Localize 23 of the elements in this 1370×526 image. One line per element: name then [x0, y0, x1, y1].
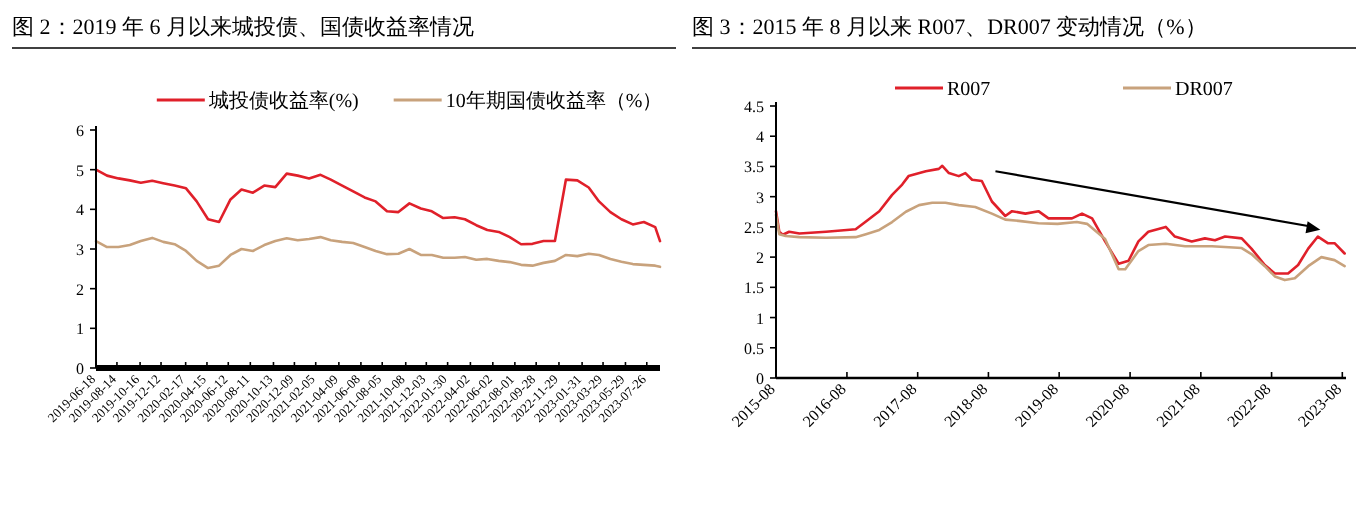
y-tick-label: 6 [76, 122, 84, 140]
y-tick-label: 3 [76, 241, 84, 259]
chart-title: 图 2：2019 年 6 月以来城投债、国债收益率情况 [12, 14, 474, 40]
y-tick-label: 5 [76, 161, 84, 180]
y-tick-label: 0.5 [744, 339, 764, 358]
y-tick-label: 2.5 [744, 218, 764, 237]
legend-label: R007 [947, 79, 991, 101]
y-tick-label: 3 [756, 188, 764, 207]
y-tick-label: 3.5 [744, 158, 764, 177]
legend-label: 城投债收益率(%) [206, 89, 359, 113]
legend-label: DR007 [1175, 79, 1233, 101]
y-tick-label: 1.5 [744, 279, 764, 298]
y-tick-label: 0 [756, 370, 764, 388]
y-tick-label: 4 [76, 201, 84, 220]
y-tick-label: 4 [756, 128, 764, 147]
chart-title: 图 3：2015 年 8 月以来 R007、DR007 变动情况（%） [692, 14, 1207, 40]
y-tick-label: 1 [76, 320, 84, 339]
y-tick-label: 0 [76, 360, 84, 378]
y-tick-label: 2 [76, 280, 84, 299]
y-tick-label: 2 [756, 249, 764, 268]
legend-label: 10年期国债收益率（%） [445, 89, 663, 113]
y-tick-label: 4.5 [744, 98, 764, 116]
y-tick-label: 1 [756, 309, 764, 328]
